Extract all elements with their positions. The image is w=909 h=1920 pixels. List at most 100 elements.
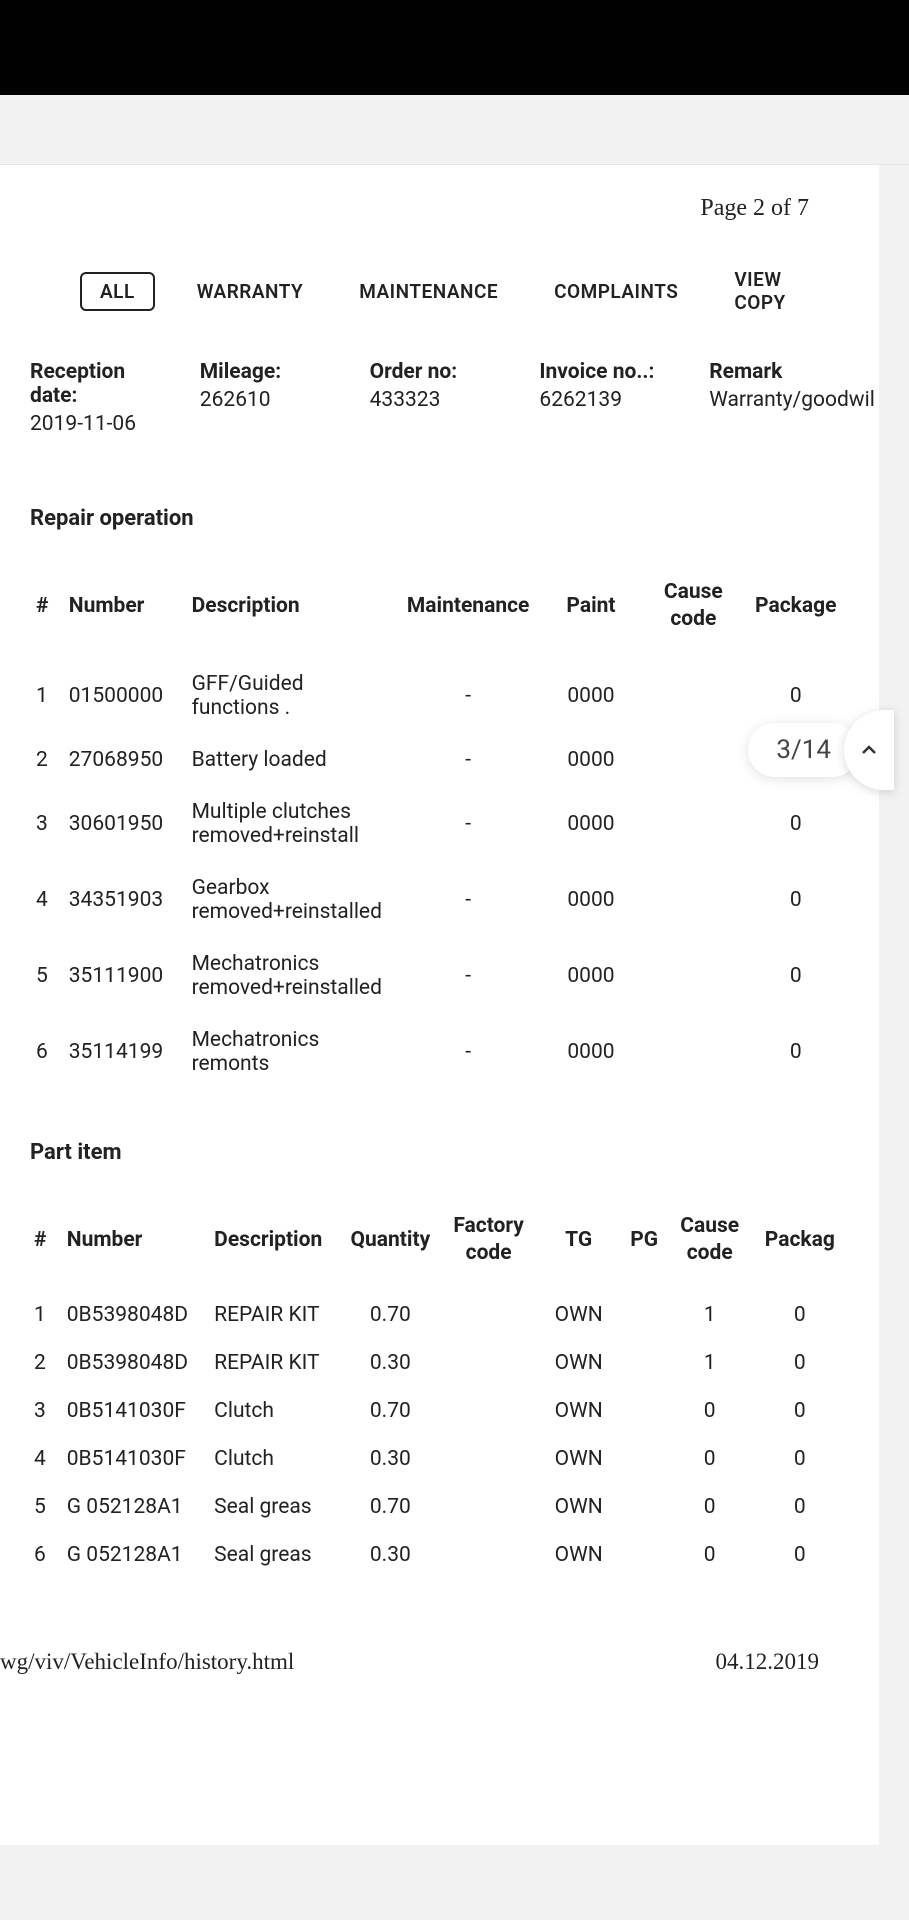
cell-maintenance: -	[399, 786, 538, 862]
header-mileage: Mileage: 262610	[200, 360, 340, 436]
footer-date: 04.12.2019	[716, 1649, 820, 1675]
side-nav-fab[interactable]	[844, 710, 894, 790]
col-paint: Paint	[538, 571, 644, 658]
top-black-bar	[0, 0, 909, 95]
cell-cause	[644, 1014, 742, 1090]
cell-pg	[620, 1387, 669, 1435]
table-row: 40B5141030FClutch0.30OWN00	[30, 1435, 849, 1483]
cell-cause: 1	[669, 1339, 751, 1387]
table-row: 5G 052128A1Seal greas0.70OWN00	[30, 1483, 849, 1531]
cell-idx: 6	[30, 1014, 63, 1090]
cell-number: 35114199	[63, 1014, 186, 1090]
pcol-tg: TG	[538, 1205, 620, 1292]
cell-idx: 3	[30, 786, 63, 862]
cell-cause	[644, 786, 742, 862]
pcol-pg: PG	[620, 1205, 669, 1292]
cell-idx: 6	[30, 1531, 63, 1579]
col-maintenance: Maintenance	[399, 571, 538, 658]
cell-cause: 0	[669, 1435, 751, 1483]
cell-description: REPAIR KIT	[210, 1339, 341, 1387]
cell-paint: 0000	[538, 1014, 644, 1090]
tab-all[interactable]: ALL	[80, 272, 155, 311]
tab-view-copy[interactable]: VIEW COPY	[720, 262, 849, 320]
cell-package: 0	[751, 1387, 849, 1435]
cell-description: Clutch	[210, 1387, 341, 1435]
tab-warranty[interactable]: WARRANTY	[183, 274, 317, 309]
cell-number: G 052128A1	[63, 1483, 210, 1531]
cell-description: Mechatronics remonts	[186, 1014, 399, 1090]
order-label: Order no:	[370, 360, 510, 384]
cell-factory	[439, 1339, 537, 1387]
page-badge[interactable]: 3/14	[748, 723, 859, 777]
col-idx: #	[30, 571, 63, 658]
cell-factory	[439, 1291, 537, 1339]
header-remark: Remark Warranty/goodwil	[709, 360, 849, 436]
cell-package: 0	[751, 1483, 849, 1531]
reception-value: 2019-11-06	[30, 412, 170, 436]
chevron-up-icon	[861, 744, 877, 756]
repair-header-row: # Number Description Maintenance Paint C…	[30, 571, 849, 658]
header-invoice: Invoice no..: 6262139	[539, 360, 679, 436]
cell-tg: OWN	[538, 1387, 620, 1435]
table-row: 30B5141030FClutch0.70OWN00	[30, 1387, 849, 1435]
cell-number: 0B5398048D	[63, 1339, 210, 1387]
parts-header-row: # Number Description Quantity Factory co…	[30, 1205, 849, 1292]
cell-quantity: 0.70	[341, 1387, 439, 1435]
cell-factory	[439, 1435, 537, 1483]
cell-number: 34351903	[63, 862, 186, 938]
cell-factory	[439, 1387, 537, 1435]
cell-quantity: 0.30	[341, 1339, 439, 1387]
invoice-value: 6262139	[539, 388, 679, 412]
cell-cause: 0	[669, 1483, 751, 1531]
order-value: 433323	[370, 388, 510, 412]
cell-cause	[644, 658, 742, 734]
cell-quantity: 0.70	[341, 1483, 439, 1531]
repair-table: # Number Description Maintenance Paint C…	[30, 571, 849, 1090]
cell-idx: 5	[30, 1483, 63, 1531]
gray-spacer	[0, 95, 909, 165]
cell-cause	[644, 734, 742, 786]
part-section-title: Part item	[30, 1140, 849, 1165]
cell-idx: 4	[30, 1435, 63, 1483]
cell-number: 27068950	[63, 734, 186, 786]
table-row: 535111900Mechatronics removed+reinstalle…	[30, 938, 849, 1014]
cell-maintenance: -	[399, 734, 538, 786]
cell-idx: 1	[30, 1291, 63, 1339]
table-row: 20B5398048DREPAIR KIT0.30OWN10	[30, 1339, 849, 1387]
cell-maintenance: -	[399, 862, 538, 938]
cell-description: Battery loaded	[186, 734, 399, 786]
cell-cause	[644, 938, 742, 1014]
cell-idx: 4	[30, 862, 63, 938]
footer-path: wg/viv/VehicleInfo/history.html	[0, 1649, 294, 1675]
cell-package: 0	[742, 938, 849, 1014]
cell-quantity: 0.30	[341, 1531, 439, 1579]
tab-complaints[interactable]: COMPLAINTS	[540, 274, 692, 309]
cell-maintenance: -	[399, 658, 538, 734]
cell-idx: 2	[30, 734, 63, 786]
cell-number: 0B5141030F	[63, 1435, 210, 1483]
col-number: Number	[63, 571, 186, 658]
cell-idx: 5	[30, 938, 63, 1014]
header-info: Reception date: 2019-11-06 Mileage: 2626…	[30, 360, 849, 486]
col-description: Description	[186, 571, 399, 658]
cell-pg	[620, 1435, 669, 1483]
cell-package: 0	[751, 1435, 849, 1483]
cell-description: Mechatronics removed+reinstalled	[186, 938, 399, 1014]
cell-number: 01500000	[63, 658, 186, 734]
cell-description: Clutch	[210, 1435, 341, 1483]
cell-cause	[644, 862, 742, 938]
table-row: 434351903Gearbox removed+reinstalled-000…	[30, 862, 849, 938]
cell-maintenance: -	[399, 938, 538, 1014]
pcol-description: Description	[210, 1205, 341, 1292]
cell-tg: OWN	[538, 1531, 620, 1579]
cell-package: 0	[742, 1014, 849, 1090]
cell-paint: 0000	[538, 658, 644, 734]
cell-maintenance: -	[399, 1014, 538, 1090]
tab-maintenance[interactable]: MAINTENANCE	[345, 274, 512, 309]
cell-cause: 0	[669, 1387, 751, 1435]
cell-idx: 1	[30, 658, 63, 734]
cell-paint: 0000	[538, 938, 644, 1014]
cell-description: Multiple clutches removed+reinstall	[186, 786, 399, 862]
cell-description: REPAIR KIT	[210, 1291, 341, 1339]
table-row: 635114199Mechatronics remonts-00000	[30, 1014, 849, 1090]
